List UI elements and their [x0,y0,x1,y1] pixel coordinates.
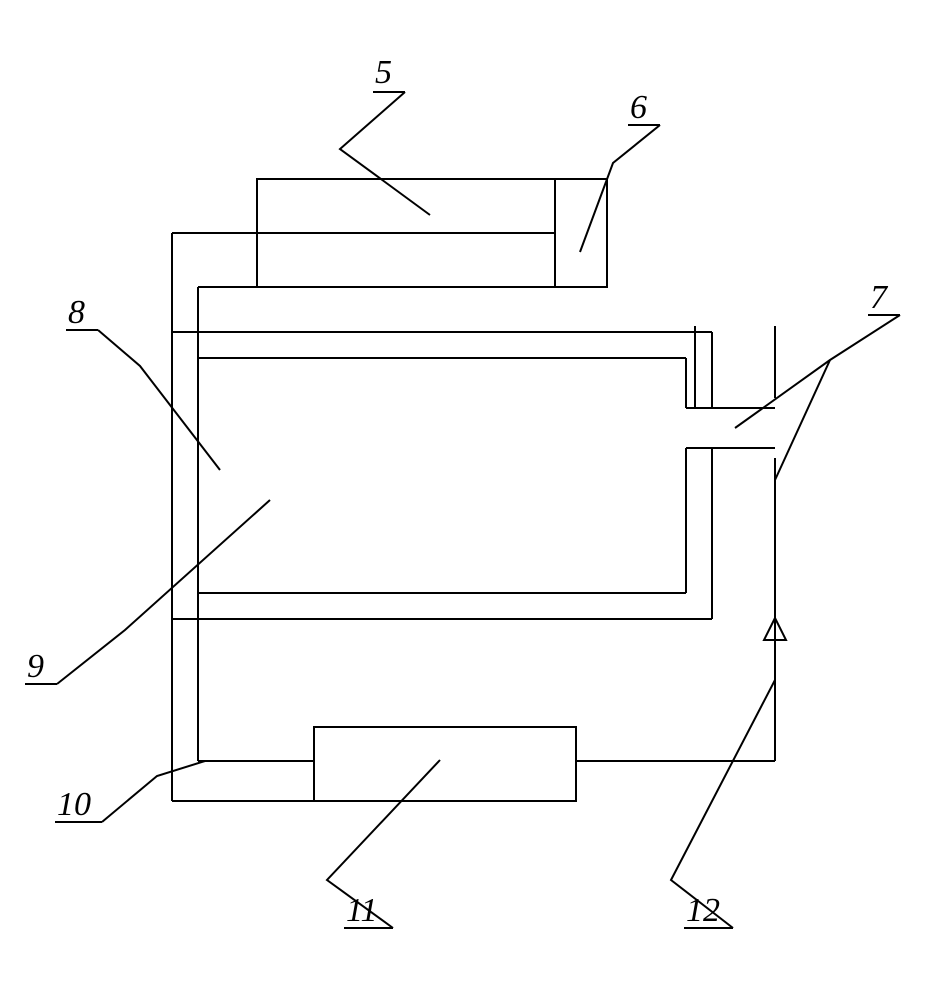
label-11: 11 [346,892,377,929]
label-8: 8 [68,294,85,331]
label-9: 9 [27,648,44,685]
canvas-bg [0,0,950,990]
label-10: 10 [57,786,91,823]
label-12: 12 [686,892,720,929]
label-6: 6 [630,89,647,126]
label-7: 7 [870,279,889,316]
label-5: 5 [375,54,392,91]
schematic-diagram: 5 6 7 8 9 10 11 12 [0,0,950,990]
